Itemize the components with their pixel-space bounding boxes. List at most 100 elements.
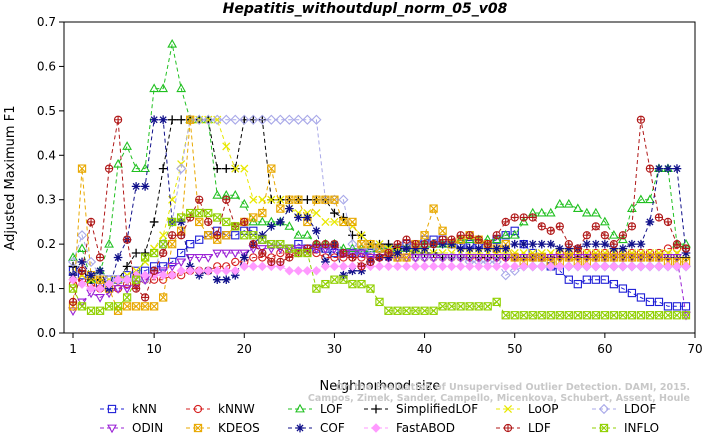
data-point-knn [600,275,610,284]
data-point-inflo [149,248,159,258]
data-point-lof [131,163,142,173]
data-point-fastabod [500,261,511,272]
data-point-simplifiedlof [158,164,168,173]
data-point-cof [564,244,574,253]
watermark-line-2: On the Evaluation of Unsupervised Outlie… [336,382,690,393]
data-point-cof [276,217,285,227]
data-point-ldof [329,194,340,205]
data-point-fastabod [257,261,268,272]
data-point-lof [581,207,592,217]
data-point-inflo [303,248,312,258]
data-point-ldf [483,239,492,249]
y-tick-label: 0.5 [37,104,56,118]
data-point-kdeos [627,253,637,262]
data-point-ldf [438,235,447,244]
data-point-inflo [609,311,619,320]
data-point-fastabod [194,266,204,276]
data-point-odin [266,245,277,254]
data-point-ldf [177,231,186,240]
data-point-ldf [681,244,691,253]
data-point-inflo [294,248,303,258]
data-point-lof [509,229,520,239]
data-point-ldf [636,115,646,124]
data-point-inflo [122,293,132,302]
data-point-ldf [113,115,123,124]
data-point-fastabod [437,261,448,272]
legend-marker-lof [295,403,305,413]
data-point-fastabod [573,261,583,272]
data-point-ldof [320,194,331,205]
series-kdeos [68,115,691,315]
data-point-odin [446,254,457,263]
data-point-odin [356,249,367,259]
data-point-lof [113,158,123,168]
data-point-inflo [267,239,276,249]
data-point-ldf [645,164,655,173]
data-point-lof [122,141,133,150]
data-point-kdeos [429,204,438,213]
data-point-odin [176,258,187,268]
data-point-inflo [429,306,438,315]
data-point-fastabod [221,266,231,276]
data-point-kdeos [528,253,537,262]
data-point-ldf [627,222,637,231]
data-point-loop [159,231,168,240]
data-point-knn [177,248,186,258]
data-point-simplifiedlof [131,248,141,258]
data-point-kdeos [438,226,447,235]
x-tick-label: 30 [327,342,342,356]
data-point-ldf [249,239,258,249]
data-point-inflo [672,311,682,320]
data-point-cof [555,244,565,253]
data-point-lof [626,203,637,213]
data-point-kdeos [636,253,646,262]
data-point-fastabod [518,261,529,272]
data-point-cof [465,244,474,253]
legend-label-ldf: LDF [528,421,551,434]
data-point-lof [293,229,304,239]
data-point-lof [302,229,313,239]
data-point-ldf [663,217,673,227]
data-point-simplifiedlof [212,164,222,173]
data-point-odin [527,254,538,263]
data-point-inflo [204,208,213,218]
data-point-loop [267,195,276,204]
data-point-inflo [555,311,564,320]
data-point-simplifiedlof [330,208,339,218]
x-tick-label: 10 [147,342,162,356]
data-point-fastabod [113,274,123,285]
data-point-cof [645,217,655,227]
x-tick-label: 60 [597,342,612,356]
data-point-lof [500,229,511,239]
data-point-ldof [500,270,511,281]
data-point-cof [140,182,150,191]
data-point-loop [222,142,231,151]
x-tick-label: 20 [237,342,252,356]
data-point-ldof [293,114,304,125]
data-point-fastabod [248,261,259,272]
data-point-kdeos [510,253,519,262]
data-point-odin [599,254,610,263]
data-point-fastabod [464,261,475,272]
data-point-fastabod [239,261,250,272]
data-point-knn [231,231,240,240]
data-point-loop [672,248,682,258]
data-point-cof [654,164,664,173]
data-point-ldf [258,248,267,258]
data-point-knn [330,248,339,258]
data-point-ldf [366,257,375,267]
data-point-inflo [411,306,420,315]
legend-item-ldof: LDOF [592,402,656,416]
data-point-knn [195,235,204,244]
data-point-cof [294,213,303,222]
legend-label-simplifiedlof: SimplifiedLOF [396,402,478,416]
data-point-cof [636,239,646,249]
data-point-ldf [420,239,429,249]
data-point-inflo [465,302,474,311]
data-point-cof [212,275,222,285]
data-point-ldof [158,239,169,250]
data-point-inflo [195,208,204,218]
data-point-inflo [375,297,384,307]
data-point-ldf [357,262,366,271]
